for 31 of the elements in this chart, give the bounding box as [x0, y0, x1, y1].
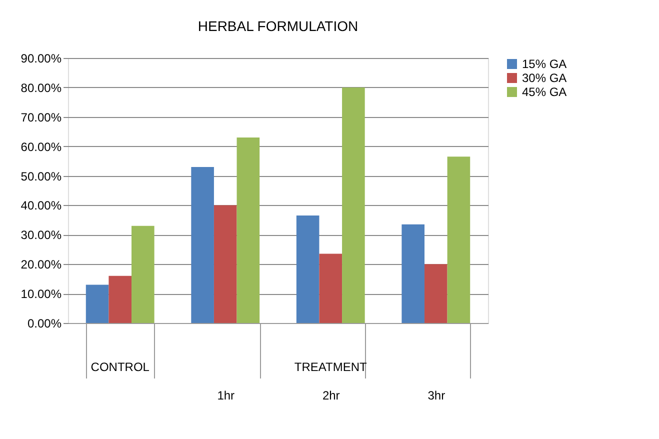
y-tick-label: 20.00%: [20, 258, 62, 272]
bar: [132, 226, 154, 323]
x-tick-label: 1hr: [217, 388, 235, 402]
y-tick-label: 30.00%: [20, 228, 62, 242]
bar: [236, 138, 260, 323]
legend-label: 30% GA: [522, 71, 567, 85]
text: TREATMENT: [294, 360, 368, 374]
x-tick-label: 3hr: [428, 388, 446, 402]
y-tick-label: 80.00%: [20, 80, 62, 95]
bar: [296, 216, 320, 323]
chart-title: HERBAL FORMULATION: [198, 18, 358, 34]
y-tick-label: 0.00%: [27, 316, 62, 330]
legend-label: 45% GA: [522, 85, 567, 99]
bar: [447, 156, 470, 323]
y-tick-label: 70.00%: [20, 110, 62, 124]
bar: [191, 166, 214, 323]
bar: [214, 205, 237, 323]
y-tick-label: 10.00%: [20, 287, 62, 302]
y-tick-label: 90.00%: [20, 52, 62, 66]
bar: [402, 224, 424, 323]
y-tick-label: 60.00%: [20, 140, 62, 154]
bar: [86, 284, 109, 323]
legend-label: 15% GA: [522, 57, 567, 71]
bar: [319, 254, 342, 323]
x-tick-label: 2hr: [322, 388, 340, 402]
text: CONTROL: [90, 360, 150, 374]
bar: [424, 264, 448, 323]
y-tick-label: 50.00%: [20, 169, 62, 184]
y-tick-label: 40.00%: [20, 198, 62, 213]
bar: [108, 276, 132, 323]
bar: [342, 87, 365, 323]
